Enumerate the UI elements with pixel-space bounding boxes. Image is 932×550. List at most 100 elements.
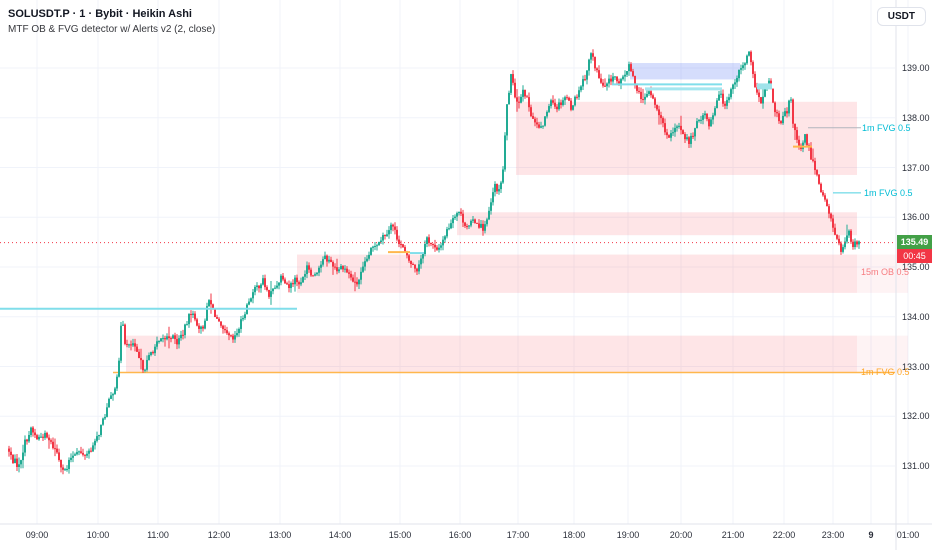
candle [764,87,766,97]
price-axis-label: 139.00 [902,63,930,73]
candle [122,324,124,326]
candle [48,437,50,441]
candle [526,96,528,98]
candle [18,464,20,467]
candle [140,358,142,361]
candle [852,241,854,247]
candle [674,127,676,133]
candle [530,107,532,117]
candle [378,242,380,246]
candle [40,436,42,438]
candle [240,319,242,329]
candle [150,352,152,356]
candle [654,98,656,105]
candle [750,51,752,63]
candle [274,287,276,289]
time-axis-label: 11:00 [147,530,169,540]
candle [486,219,488,225]
candle [196,319,198,326]
candle [514,82,516,98]
candle [80,451,82,453]
candle [542,125,544,127]
candle [154,346,156,354]
candle [72,455,74,458]
candle [496,183,498,192]
candle [438,247,440,250]
candle [418,264,420,272]
candle [742,65,744,69]
candle [12,455,14,463]
candle [262,278,264,285]
candle [182,334,184,336]
candle [346,268,348,273]
fvg-1m-lower-zone [126,335,857,373]
candle [24,439,26,453]
candle [430,242,432,245]
candle [672,132,674,134]
price-axis-label: 138.00 [902,112,930,123]
candle [662,118,664,124]
candle [90,450,92,452]
candle [510,74,512,93]
candle [420,258,422,265]
candle [94,440,96,446]
symbol-title[interactable]: SOLUSDT.P · 1 · Bybit · Heikin Ashi [8,8,192,20]
candle [212,304,214,309]
candle [462,213,464,223]
candle [434,244,436,248]
candle [476,222,478,224]
candle [382,235,384,241]
candle [814,160,816,171]
candle [756,87,758,93]
time-axis-label: 23:00 [821,530,845,540]
candle [152,352,154,354]
candle [458,211,460,214]
candle [214,308,216,318]
candle [296,277,298,283]
candle [376,245,378,247]
candle [362,266,364,272]
candle [568,97,570,101]
candle [492,192,494,203]
candle [222,325,224,329]
candle [680,125,682,131]
candle [776,112,778,114]
candle [330,259,332,263]
candle [630,64,632,72]
time-axis-label: 12:00 [207,530,231,540]
candle [332,262,334,267]
candle [294,277,296,285]
candle [734,82,736,85]
candle [714,108,716,116]
candle [824,195,826,200]
candle [480,223,482,228]
candle [416,268,418,272]
candle [846,235,848,242]
candle [792,99,794,124]
candle [136,346,138,352]
candle [200,326,202,329]
indicator-title[interactable]: MTF OB & FVG detector w/ Alerts v2 (2, c… [8,24,216,35]
candle [118,360,120,377]
price-axis-label: 134.00 [902,311,930,322]
candle [572,105,574,110]
candle [422,253,424,259]
candle [762,96,764,104]
candle [158,341,160,343]
candle [270,291,272,297]
candle [306,265,308,275]
candle [682,130,684,135]
candle [600,78,602,83]
candle [834,227,836,235]
candle [36,435,38,440]
currency-toggle-button[interactable]: USDT [876,7,926,26]
candle [408,255,410,261]
time-axis-label: 22:00 [772,530,796,540]
candle [170,338,172,340]
candle [754,73,756,88]
candle [612,76,614,82]
candle [456,213,458,217]
candle [820,183,822,193]
fvg-1m-lower-zone-extension [857,335,908,373]
